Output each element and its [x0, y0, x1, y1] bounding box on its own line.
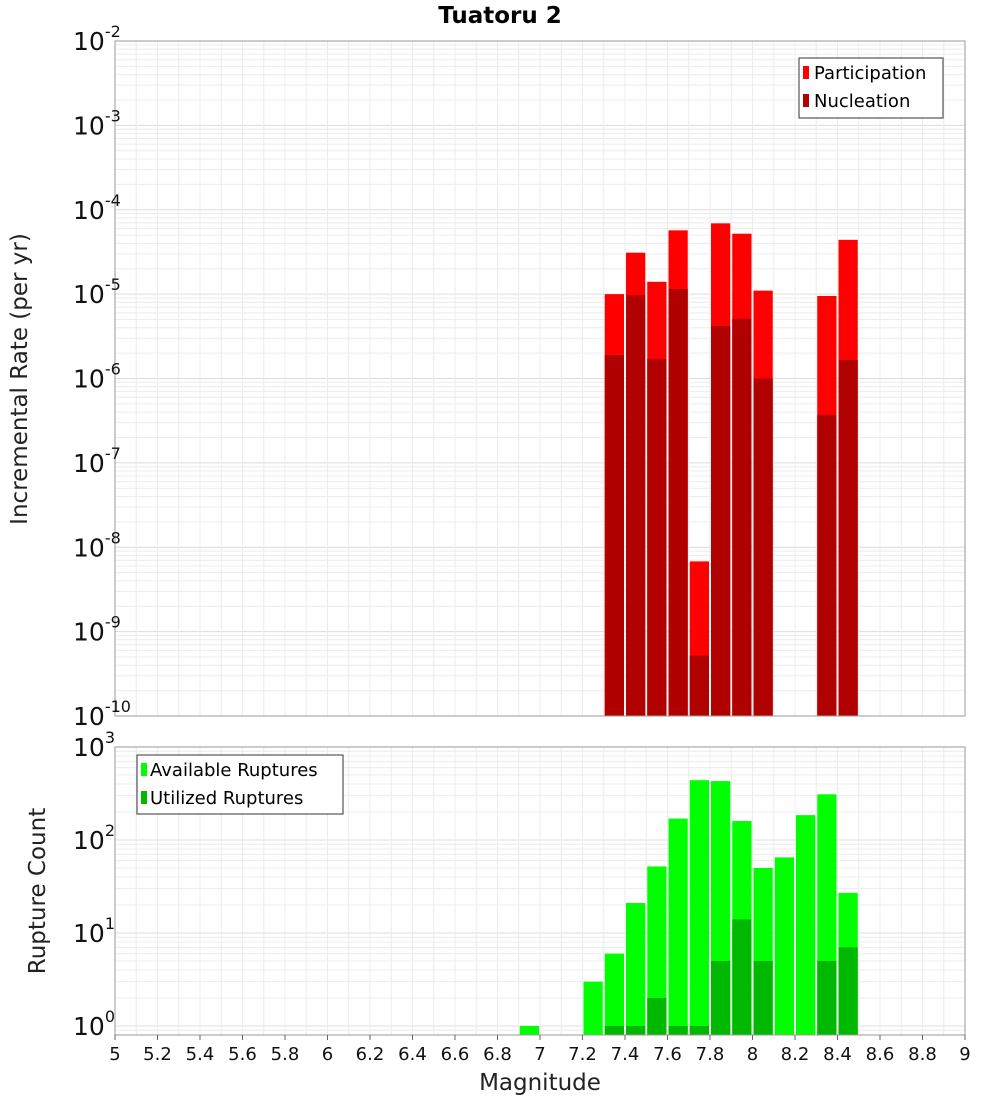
utilized-ruptures-bar — [732, 919, 752, 1035]
bottom-panel: 103 102 101 100 Rupture Count Available Rup… — [25, 728, 971, 1096]
x-tick-label: 8.2 — [781, 1044, 810, 1065]
x-tick-label: 6 — [322, 1044, 333, 1065]
x-tick-label: 6.6 — [441, 1044, 470, 1065]
legend-label-available: Available Ruptures — [150, 760, 318, 781]
nucleation-bar — [817, 414, 837, 716]
bottom-y-axis-label: Rupture Count — [25, 808, 51, 974]
top-plot-frame — [114, 40, 966, 717]
nucleation-bar — [647, 359, 667, 716]
utilized-ruptures-bar — [753, 960, 773, 1035]
bottom-legend: Available Ruptures Utilized Ruptures — [136, 754, 344, 815]
available-ruptures-bar — [626, 903, 646, 1035]
utilized-ruptures-bar — [626, 1025, 646, 1035]
available-ruptures-bars — [519, 780, 858, 1035]
nucleation-bar — [753, 378, 773, 716]
top-y-tick-label: 10-6 — [73, 360, 121, 394]
top-y-tick-label: 10-2 — [73, 22, 121, 56]
utilized-ruptures-bar — [668, 1025, 688, 1035]
utilized-ruptures-bar — [689, 1025, 709, 1035]
nucleation-bar — [668, 289, 688, 716]
bottom-y-tick-label: 100 — [73, 1007, 115, 1041]
legend-swatch-available — [141, 763, 147, 776]
x-tick-label: 5.6 — [228, 1044, 257, 1065]
available-ruptures-bar — [583, 981, 603, 1035]
legend-label-participation: Participation — [814, 63, 926, 84]
x-tick-label: 5.4 — [186, 1044, 215, 1065]
x-tick-label: 6.2 — [356, 1044, 385, 1065]
utilized-ruptures-bar — [711, 960, 731, 1035]
x-tick-label: 6.4 — [398, 1044, 427, 1065]
nucleation-bar — [604, 354, 624, 716]
utilized-ruptures-bar — [817, 960, 837, 1035]
legend-swatch-participation — [803, 66, 809, 79]
top-y-tick-label: 10-3 — [73, 106, 121, 140]
legend-label-nucleation: Nucleation — [814, 91, 910, 112]
top-legend-box — [798, 57, 944, 119]
available-ruptures-bar — [604, 953, 624, 1035]
nucleation-bar — [689, 655, 709, 716]
x-tick-label: 7.8 — [696, 1044, 725, 1065]
top-y-tick-label: 10-7 — [73, 444, 121, 478]
x-axis-label: Magnitude — [479, 1070, 601, 1096]
available-ruptures-bar — [519, 1025, 539, 1035]
available-ruptures-bar — [668, 818, 688, 1035]
top-y-tick-label: 10-9 — [73, 613, 121, 647]
x-tick-label: 7.2 — [568, 1044, 597, 1065]
nucleation-bars — [604, 289, 858, 716]
utilized-ruptures-bars — [604, 919, 858, 1035]
x-tick-label: 9 — [959, 1044, 970, 1065]
legend-swatch-utilized — [141, 791, 147, 804]
top-legend: Participation Nucleation — [798, 57, 944, 119]
x-tick-label: 7.6 — [653, 1044, 682, 1065]
top-y-ticks: 10-2 10-3 10-4 10-5 10-6 10-7 10-8 10-9 10-10 — [73, 22, 131, 731]
available-ruptures-bar — [774, 857, 794, 1035]
top-grid — [114, 40, 966, 717]
nucleation-bar — [626, 295, 646, 716]
x-tick-label: 8.4 — [823, 1044, 852, 1065]
bottom-y-tick-label: 103 — [73, 728, 115, 762]
top-y-tick-label: 10-4 — [73, 191, 121, 225]
x-tick-label: 7 — [534, 1044, 545, 1065]
top-y-tick-label: 10-10 — [73, 697, 131, 731]
utilized-ruptures-bar — [647, 997, 667, 1035]
x-tick-label: 8 — [747, 1044, 758, 1065]
bottom-y-tick-label: 101 — [73, 914, 115, 948]
legend-label-utilized: Utilized Ruptures — [150, 788, 303, 809]
top-panel: 10-2 10-3 10-4 10-5 10-6 10-7 10-8 10-9 10-10 In… — [7, 22, 966, 731]
legend-swatch-nucleation — [803, 94, 809, 107]
top-y-axis-label: Incremental Rate (per yr) — [7, 233, 33, 525]
available-ruptures-bar — [796, 815, 816, 1035]
nucleation-bar — [732, 318, 752, 716]
chart-title: Tuatoru 2 — [438, 3, 562, 29]
x-ticks: 5 5.2 5.4 5.6 5.8 6 6.2 6.4 6.6 6.8 7 7.2 7.4 7.6 7.8 8… — [109, 1035, 971, 1065]
x-tick-label: 8.8 — [908, 1044, 937, 1065]
utilized-ruptures-bar — [604, 1025, 624, 1035]
top-y-tick-label: 10-8 — [73, 528, 121, 562]
bottom-y-tick-label: 102 — [73, 821, 115, 855]
x-tick-label: 5.2 — [143, 1044, 172, 1065]
x-tick-label: 7.4 — [611, 1044, 640, 1065]
nucleation-bar — [838, 360, 858, 716]
available-ruptures-bar — [647, 866, 667, 1035]
available-ruptures-bar — [689, 780, 709, 1035]
bottom-legend-box — [136, 754, 344, 815]
utilized-ruptures-bar — [838, 947, 858, 1035]
top-y-tick-label: 10-5 — [73, 275, 121, 309]
x-tick-label: 8.6 — [866, 1044, 895, 1065]
x-tick-label: 5.8 — [271, 1044, 300, 1065]
x-tick-label: 5 — [109, 1044, 120, 1065]
x-tick-label: 6.8 — [483, 1044, 512, 1065]
nucleation-bar — [711, 325, 731, 716]
bottom-y-ticks: 103 102 101 100 — [73, 728, 115, 1041]
